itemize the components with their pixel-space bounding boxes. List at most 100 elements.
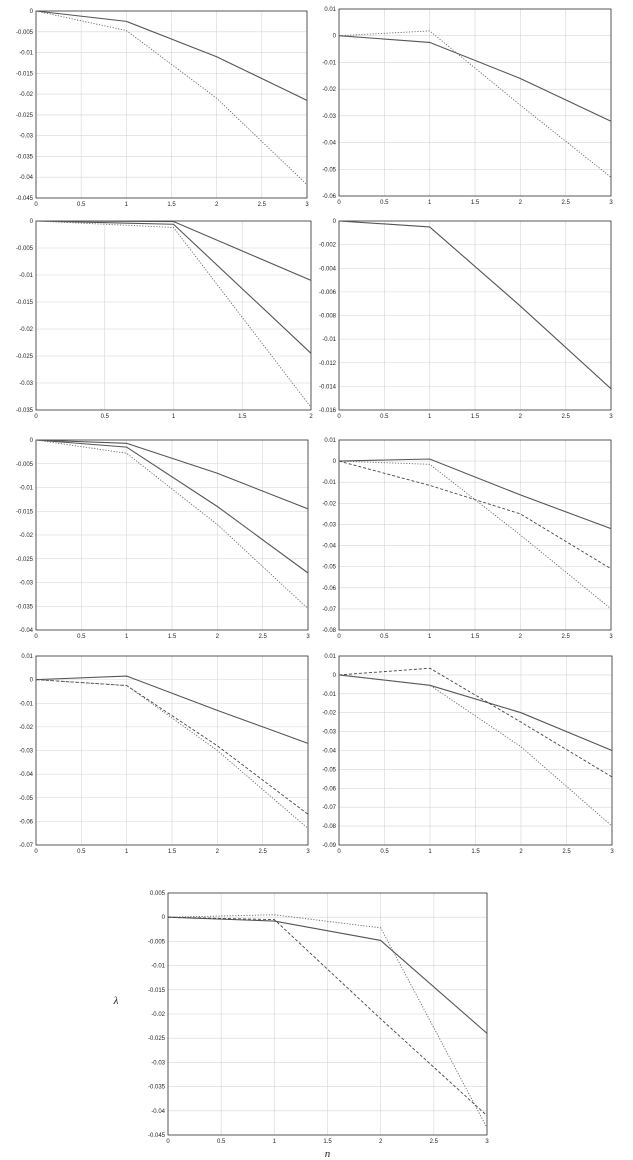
y-tick-label: -0.04: [19, 772, 33, 778]
y-tick-label: -0.07: [322, 607, 336, 613]
y-tick-label: -0.002: [319, 243, 337, 249]
x-tick-label: 2: [379, 1139, 383, 1145]
y-tick-label: -0.03: [322, 730, 336, 736]
y-tick-label: -0.035: [16, 604, 34, 610]
y-tick-label: -0.02: [19, 92, 33, 98]
x-tick-label: 0: [337, 634, 341, 640]
x-tick-label: 3: [610, 849, 614, 855]
y-tick-label: -0.04: [322, 544, 336, 550]
y-tick-label: -0.01: [322, 480, 336, 486]
x-tick-label: 1: [125, 634, 129, 640]
y-tick-label: -0.035: [16, 154, 34, 160]
x-tick-label: 0.5: [101, 414, 110, 420]
x-tick-label: 2.5: [561, 414, 570, 420]
y-tick-label: 0.01: [324, 438, 336, 444]
x-tick-label: 0.5: [380, 200, 389, 206]
y-tick-label: -0.06: [322, 786, 336, 792]
x-tick-label: 3: [609, 634, 613, 640]
y-tick-label: -0.03: [19, 134, 33, 140]
plot-7: 0 0.5 1 1.5 2 2.5 3 0.01 0 -0.01 -0.02 -0.03 -0.04 -0…: [19, 654, 310, 855]
y-tick-label: -0.04: [151, 1109, 165, 1115]
plot-3: 0 0.5 1 1.5 2 0 -0.005 -0.01 -0.015 -0.02 -0.025 -0…: [16, 219, 313, 420]
x-tick-label: 1: [428, 849, 432, 855]
y-tick-label: -0.04: [322, 141, 336, 147]
x-tick-label: 1: [428, 634, 432, 640]
y-tick-label: -0.02: [19, 725, 33, 731]
plot-2: 0 0.5 1 1.5 2 2.5 3 0.01 0 -0.01 -0.02 -0.03 -0.04 -0…: [322, 7, 613, 206]
y-tick-label: -0.09: [322, 843, 336, 849]
x-tick-label: 0: [337, 414, 341, 420]
y-tick-label: -0.04: [322, 749, 336, 755]
x-tick-label: 0.5: [380, 634, 389, 640]
y-tick-label: -0.025: [148, 1036, 166, 1042]
x-tick-label: 0: [34, 634, 38, 640]
y-tick-label: -0.01: [322, 692, 336, 698]
x-tick-label: 2.5: [430, 1139, 439, 1145]
x-tick-label: 2: [519, 849, 523, 855]
x-tick-label: 2.5: [561, 634, 570, 640]
y-tick-label: -0.06: [19, 819, 33, 825]
series-line-2: [338, 667, 613, 778]
y-tick-label: -0.035: [16, 408, 34, 414]
plot-frame: [167, 892, 488, 1136]
y-tick-label: -0.005: [16, 30, 34, 36]
y-tick-label: -0.006: [319, 290, 337, 296]
x-tick-label: 2: [519, 200, 523, 206]
series-line-3: [338, 674, 613, 827]
x-tick-label: 2: [309, 414, 313, 420]
y-tick-label: -0.06: [322, 194, 336, 200]
y-tick-label: -0.08: [322, 824, 336, 830]
series-line-1: [338, 220, 612, 390]
series-line-2: [35, 439, 309, 574]
series-line-3: [338, 460, 612, 610]
x-tick-label: 2.5: [561, 200, 570, 206]
x-tick-label: 2.5: [258, 849, 267, 855]
x-tick-label: 1.5: [323, 1139, 332, 1145]
x-tick-label: 1.5: [471, 849, 480, 855]
series-line-2: [338, 30, 612, 178]
plot-frame: [35, 439, 309, 631]
x-tick-label: 2: [519, 414, 523, 420]
y-tick-label: 0: [162, 915, 166, 921]
x-tick-label: 2.5: [258, 202, 267, 208]
y-tick-label: -0.016: [319, 408, 337, 414]
x-tick-label: 3: [609, 200, 613, 206]
series-line-1: [35, 439, 309, 510]
plot-8: 0 0.5 1 1.5 2 2.5 3 0.01 0 -0.01 -0.02 -0.03 -0.04 -0…: [322, 654, 614, 855]
series-line-1: [338, 35, 612, 122]
y-tick-label: -0.06: [322, 586, 336, 592]
y-tick-label: -0.045: [16, 196, 34, 202]
y-tick-label: -0.04: [19, 175, 33, 181]
y-tick-label: -0.01: [151, 964, 165, 970]
y-tick-label: -0.02: [151, 1012, 165, 1018]
x-tick-label: 0.5: [380, 414, 389, 420]
x-tick-label: 1: [125, 849, 129, 855]
x-tick-label: 2: [216, 849, 220, 855]
y-tick-label: -0.05: [322, 565, 336, 571]
x-tick-label: 0: [166, 1139, 170, 1145]
y-tick-label: -0.012: [319, 361, 337, 367]
y-tick-label: -0.025: [16, 557, 34, 563]
y-tick-label: -0.05: [322, 167, 336, 173]
x-tick-label: 1.5: [168, 849, 177, 855]
x-tick-label: 1: [428, 414, 432, 420]
y-tick-label: -0.03: [322, 114, 336, 120]
series-line-2: [35, 220, 312, 354]
x-tick-label: 1: [172, 414, 176, 420]
x-tick-label: 0: [34, 849, 38, 855]
y-tick-label: -0.004: [319, 266, 337, 272]
x-tick-label: 2: [216, 634, 220, 640]
y-tick-label: -0.05: [322, 767, 336, 773]
y-tick-label: -0.005: [148, 939, 166, 945]
y-tick-label: -0.015: [16, 300, 34, 306]
series-line-3: [35, 439, 309, 609]
y-tick-label: 0.01: [324, 654, 336, 660]
series-line-2: [338, 460, 612, 570]
plot-frame: [35, 655, 309, 846]
x-tick-label: 1: [273, 1139, 277, 1145]
y-tick-label: -0.005: [16, 246, 34, 252]
plot-9: 0 0.5 1 1.5 2 2.5 3 0.005 0 -0.005 -0.01 -0.015 -0.0…: [113, 891, 490, 1160]
y-tick-label: -0.005: [16, 462, 34, 468]
x-tick-label: 2.5: [258, 634, 267, 640]
